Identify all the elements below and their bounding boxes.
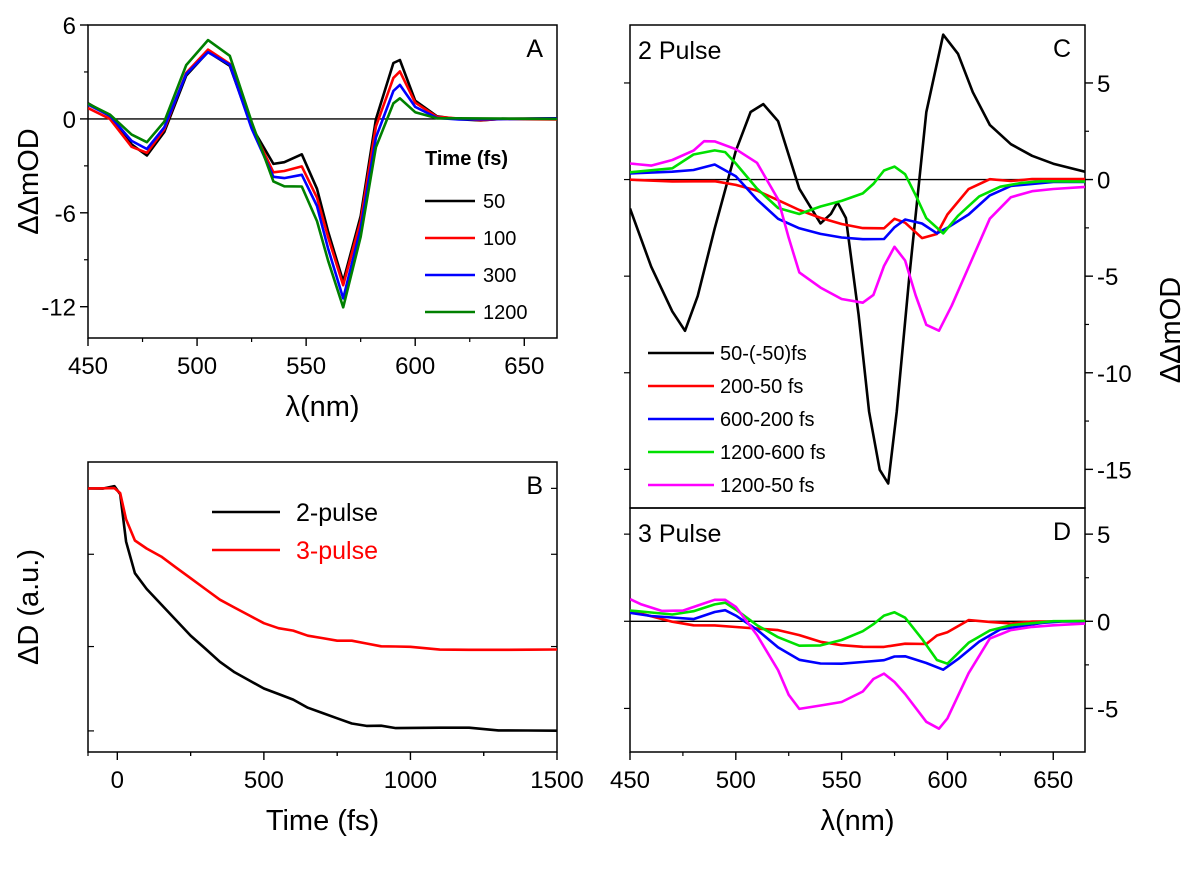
- plot-frame: [87, 24, 558, 339]
- series-line-1200: [88, 38, 557, 309]
- series-line-3-pulse: [88, 486, 557, 652]
- x-tick-label: 450: [610, 767, 650, 794]
- x-tick-label: 550: [822, 767, 862, 794]
- legend-label: 1200-600 fs: [720, 442, 826, 464]
- series-line-1200-600-fs: [630, 149, 1085, 235]
- x-tick-label: 650: [1033, 767, 1073, 794]
- y-axis-title: ΔΔmOD: [1155, 277, 1187, 383]
- legend-label: 600-200 fs: [720, 409, 815, 431]
- y-tick-label: 5: [1097, 522, 1110, 549]
- x-axis-title: Time (fs): [266, 805, 379, 837]
- y-tick-label: -15: [1097, 457, 1132, 484]
- y-tick-label: 0: [1097, 168, 1110, 195]
- x-tick-label: 0: [111, 767, 124, 794]
- x-tick-label: 500: [716, 767, 756, 794]
- series-line-600-200-fs: [630, 163, 1085, 241]
- series-line-200-50-fs: [630, 609, 1085, 649]
- panel-b: 0 500 1000 1500 B Time (fs) ΔD (a.u.) 2-pulse 3-…: [13, 461, 584, 837]
- panel-title: 2 Pulse: [638, 37, 721, 65]
- x-tick-label: 550: [286, 353, 326, 380]
- series-line-200-50-fs: [630, 177, 1085, 240]
- x-tick-label: 600: [927, 767, 967, 794]
- y-axis-title: ΔD (a.u.): [13, 549, 45, 665]
- panel-letter: A: [526, 35, 543, 63]
- legend-label: 3-pulse: [296, 537, 378, 565]
- x-tick-label: 500: [244, 767, 284, 794]
- panel-letter: B: [526, 472, 543, 500]
- panel-c: 5 0 -5 -10 -15 C 2 Pulse ΔΔmOD 50-(-50)fs 200-50 …: [624, 24, 1187, 509]
- series-line-50-50-fs: [630, 33, 1085, 485]
- legend-label: 100: [483, 228, 516, 250]
- x-axis-title: λ(nm): [285, 391, 359, 423]
- panel-title: 3 Pulse: [638, 520, 721, 548]
- series-line-1200-50-fs: [630, 597, 1085, 730]
- y-tick-label: -12: [41, 295, 76, 322]
- x-tick-label: 650: [504, 353, 544, 380]
- series-line-300: [88, 50, 557, 300]
- panel-letter: D: [1053, 518, 1071, 546]
- y-tick-label: 0: [63, 107, 76, 134]
- legend-label: 200-50 fs: [720, 376, 803, 398]
- series-line-2-pulse: [88, 484, 557, 732]
- legend-label: 300: [483, 265, 516, 287]
- x-tick-label: 450: [68, 353, 108, 380]
- y-tick-label: -10: [1097, 361, 1132, 388]
- y-tick-label: 6: [63, 13, 76, 40]
- y-tick-label: -6: [55, 201, 76, 228]
- legend-title: Time (fs): [425, 148, 508, 170]
- plot-frame: [629, 507, 1086, 753]
- legend-label: 50-(-50)fs: [720, 343, 807, 365]
- legend-label: 1200-50 fs: [720, 475, 815, 497]
- x-axis-title: λ(nm): [820, 805, 894, 837]
- panel-a: 450 500 550 600 650 6 0 -6 -12 Aλ(nm) ΔΔmOD Time (f…: [13, 13, 558, 423]
- series-line-600-200-fs: [630, 608, 1085, 671]
- x-tick-label: 1500: [530, 767, 583, 794]
- y-axis-title: ΔΔmOD: [13, 128, 45, 234]
- panel-letter: C: [1053, 35, 1071, 63]
- y-tick-label: 0: [1097, 609, 1110, 636]
- y-tick-label: 5: [1097, 71, 1110, 98]
- legend-label: 50: [483, 191, 505, 213]
- series-line-1200-50-fs: [630, 139, 1085, 332]
- panel-d: 450 500 550 600 650 5 0 -5 D 3 Pulse λ(nm): [610, 507, 1118, 837]
- legend-label: 1200: [483, 302, 528, 324]
- y-tick-label: -5: [1097, 696, 1118, 723]
- x-tick-label: 500: [177, 353, 217, 380]
- plot-frame: [629, 24, 1086, 509]
- x-tick-label: 600: [395, 353, 435, 380]
- legend-label: 2-pulse: [296, 499, 378, 527]
- series-line-1200-600-fs: [630, 601, 1085, 665]
- x-tick-label: 1000: [384, 767, 437, 794]
- plot-frame: [87, 461, 558, 753]
- y-tick-label: -5: [1097, 264, 1118, 291]
